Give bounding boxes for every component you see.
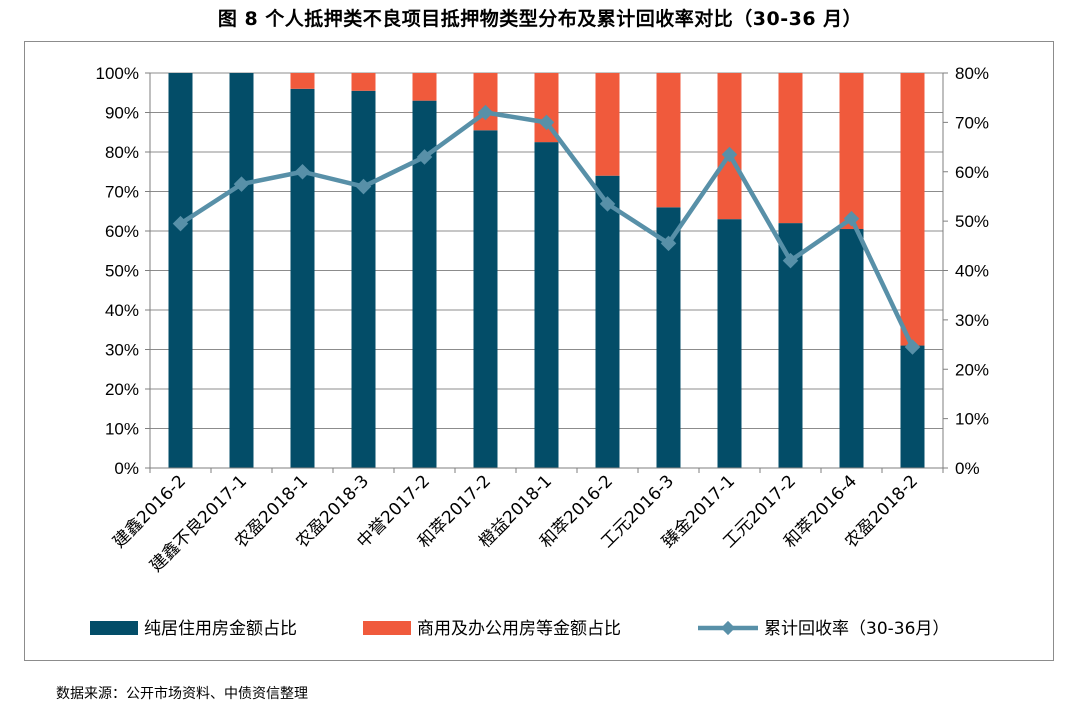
bar-commercial	[290, 73, 315, 89]
bar-residential	[168, 73, 193, 468]
right-axis-tick-label: 20%	[955, 360, 989, 379]
left-axis-tick-label: 10%	[105, 420, 139, 439]
left-axis-tick-label: 100%	[96, 64, 139, 83]
tick-labels: 0% 10% 20% 30% 40% 50% 60% 70% 80% 90% 100% 0% 10% 20…	[96, 64, 990, 478]
recovery-rate-point	[355, 178, 372, 195]
bar-residential	[229, 73, 254, 468]
left-axis-tick-label: 20%	[105, 380, 139, 399]
left-axis-tick-label: 30%	[105, 341, 139, 360]
recovery-rate-point	[660, 235, 677, 252]
right-axis-tick-label: 0%	[955, 459, 980, 478]
bar-residential	[900, 345, 925, 468]
right-axis-tick-label: 60%	[955, 163, 989, 182]
left-axis-tick-label: 60%	[105, 222, 139, 241]
chart-frame	[24, 41, 1054, 661]
bar-residential	[290, 88, 315, 469]
bar-residential	[534, 142, 559, 468]
axes-layer	[145, 72, 948, 473]
recovery-rate-point	[599, 196, 616, 212]
recovery-rate-point	[721, 146, 738, 163]
recovery-rate-point	[233, 176, 250, 192]
bars-layer	[168, 73, 925, 469]
legend-swatch-commercial	[363, 621, 411, 635]
right-axis-tick-label: 70%	[955, 113, 989, 132]
legend-label: 商用及办公用房等金额占比	[417, 619, 621, 639]
left-axis-tick-label: 90%	[105, 104, 139, 123]
legend-item: 累计回收率（30-36月）	[698, 619, 949, 639]
line-layer	[172, 104, 921, 355]
legend-label: 累计回收率（30-36月）	[764, 619, 949, 639]
legend: 纯居住用房金额占比 商用及办公用房等金额占比 累计回收率（30-36月）	[90, 619, 949, 639]
category-labels: 建鑫2016-2建鑫不良2017-1农盈2018-1农盈2018-3中誉2017…	[109, 471, 922, 576]
right-axis-tick-label: 80%	[955, 64, 989, 83]
bar-residential	[351, 90, 376, 469]
legend-item: 商用及办公用房等金额占比	[363, 619, 621, 639]
left-axis-tick-label: 0%	[114, 459, 139, 478]
bar-commercial	[351, 73, 376, 91]
bar-commercial	[656, 73, 681, 208]
right-axis-tick-label: 40%	[955, 262, 989, 281]
bar-commercial	[595, 73, 620, 176]
chart-title: 图 8 个人抵押类不良项目抵押物类型分布及累计回收率对比（30-36 月）	[217, 8, 863, 30]
recovery-rate-point	[172, 215, 189, 232]
bar-commercial	[717, 73, 742, 220]
bar-residential	[717, 219, 742, 468]
left-axis-tick-label: 70%	[105, 183, 139, 202]
left-axis-tick-label: 80%	[105, 143, 139, 162]
left-axis-tick-label: 40%	[105, 301, 139, 320]
source-note: 数据来源：公开市场资料、中债资信整理	[56, 686, 308, 702]
recovery-rate-point	[294, 163, 311, 180]
right-axis-tick-label: 10%	[955, 410, 989, 429]
bar-residential	[473, 130, 498, 468]
bar-residential	[595, 175, 620, 468]
bar-residential	[839, 229, 864, 468]
recovery-rate-point	[843, 210, 860, 227]
bar-commercial	[900, 73, 925, 346]
legend-swatch-residential	[90, 621, 138, 635]
right-axis-tick-label: 30%	[955, 311, 989, 330]
bar-commercial	[473, 73, 498, 131]
recovery-rate-point	[416, 149, 433, 165]
bar-commercial	[839, 73, 864, 230]
legend-swatch-marker	[720, 620, 736, 636]
bar-commercial	[412, 73, 437, 101]
left-axis-tick-label: 50%	[105, 262, 139, 281]
bar-commercial	[778, 73, 803, 224]
legend-item: 纯居住用房金额占比	[90, 619, 297, 639]
right-axis-tick-label: 50%	[955, 212, 989, 231]
legend-label: 纯居住用房金额占比	[144, 619, 297, 639]
